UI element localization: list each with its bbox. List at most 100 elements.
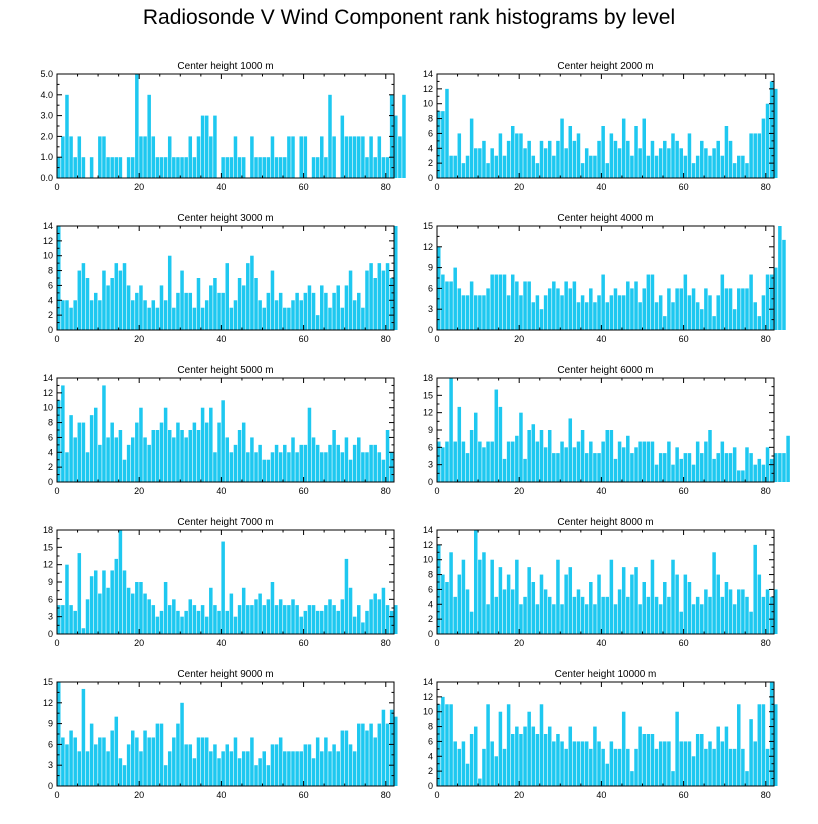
histogram-bar <box>576 441 581 482</box>
histogram-bar <box>135 74 139 178</box>
histogram-bar <box>724 453 729 482</box>
histogram-bar <box>299 136 303 178</box>
panel-title: Center height 2000 m <box>557 61 653 72</box>
histogram-bar <box>720 596 725 634</box>
y-tick-label: 0 <box>428 781 433 791</box>
histogram-bar <box>102 737 106 786</box>
y-tick-label: 6 <box>48 280 53 290</box>
x-tick-label: 0 <box>434 790 439 800</box>
histogram-bar <box>357 136 361 178</box>
x-tick-label: 20 <box>514 182 524 192</box>
histogram-bar <box>630 453 634 482</box>
histogram-bar <box>130 157 135 178</box>
histogram-bar <box>61 385 65 482</box>
histogram-bar <box>246 263 250 330</box>
histogram-bar <box>515 726 519 786</box>
histogram-bar <box>589 288 593 330</box>
histogram-bar <box>328 94 332 178</box>
histogram-bar <box>65 564 69 634</box>
histogram-bar <box>221 157 225 178</box>
histogram-bar <box>547 288 552 330</box>
histogram-bar <box>398 136 402 178</box>
histogram-bar <box>638 148 642 178</box>
histogram-bar <box>118 270 123 330</box>
histogram-bar <box>617 148 622 178</box>
histogram-bar <box>381 270 386 330</box>
histogram-bar <box>73 300 77 330</box>
y-tick-label: 15 <box>43 677 53 687</box>
histogram-bar <box>188 599 193 634</box>
panel-title: Center height 8000 m <box>557 517 653 528</box>
histogram-bar <box>621 711 626 786</box>
histogram-bar <box>85 452 90 482</box>
histogram-bar <box>704 441 708 482</box>
histogram-bar <box>130 437 135 482</box>
histogram-bar <box>266 292 271 330</box>
y-tick-label: 9 <box>48 719 53 729</box>
histogram-bar <box>151 136 156 178</box>
histogram-bar <box>593 302 597 330</box>
x-tick-label: 80 <box>761 486 771 496</box>
histogram-bar <box>324 737 328 786</box>
histogram-bar <box>782 239 786 330</box>
y-tick-label: 6 <box>428 736 433 746</box>
histogram-bar <box>486 163 490 178</box>
panel-title: Center height 7000 m <box>177 517 273 528</box>
y-tick-label: 3 <box>48 612 53 622</box>
histogram-bar <box>204 737 209 786</box>
histogram-bar <box>102 385 106 482</box>
histogram-bar <box>258 444 262 482</box>
histogram-bar <box>560 441 564 482</box>
x-tick-label: 40 <box>596 334 606 344</box>
histogram-panel: Center height 2000 m 0 20 40 60 80 0 2 4 6 8 10 12 14 <box>423 61 778 192</box>
y-tick-label: 9 <box>428 425 433 435</box>
histogram-bar <box>365 452 369 482</box>
histogram-bar <box>85 599 90 634</box>
histogram-bar <box>646 155 651 178</box>
histogram-bar <box>741 589 745 634</box>
histogram-bar <box>69 605 73 634</box>
y-tick-label: 14 <box>43 221 53 231</box>
histogram-bar <box>498 274 503 330</box>
histogram-bar <box>188 430 193 482</box>
histogram-bar <box>523 458 527 482</box>
histogram-bar <box>287 307 291 330</box>
histogram-bar <box>159 157 164 178</box>
histogram-bar <box>233 737 238 786</box>
histogram-bar <box>461 441 466 482</box>
x-tick-label: 0 <box>54 638 59 648</box>
histogram-bar <box>320 136 324 178</box>
histogram-bar <box>250 605 254 634</box>
histogram-bar <box>110 730 114 786</box>
y-tick-label: 3 <box>428 460 433 470</box>
histogram-bar <box>482 552 486 634</box>
histogram-bar <box>151 300 156 330</box>
y-tick-label: 18 <box>423 373 433 383</box>
histogram-bar <box>77 751 82 786</box>
x-tick-label: 20 <box>514 638 524 648</box>
histogram-bar <box>601 748 605 786</box>
histogram-bar <box>543 295 548 330</box>
histogram-bar <box>139 407 143 482</box>
histogram-bar <box>65 744 69 786</box>
histogram-bar <box>357 292 361 330</box>
histogram-bar <box>344 730 349 786</box>
histogram-bar <box>453 741 457 786</box>
histogram-bar <box>110 422 114 482</box>
histogram-bar <box>572 140 577 178</box>
histogram-bar <box>589 748 593 786</box>
histogram-bar <box>299 300 303 330</box>
histogram-bar <box>482 748 486 786</box>
y-tick-label: 14 <box>43 373 53 383</box>
histogram-bar <box>457 133 462 178</box>
histogram-bar <box>365 610 369 634</box>
x-tick-label: 20 <box>514 334 524 344</box>
histogram-bar <box>539 430 544 482</box>
x-tick-label: 60 <box>299 790 309 800</box>
histogram-bar <box>453 155 457 178</box>
histogram-bar <box>126 587 131 634</box>
histogram-bar <box>348 744 353 786</box>
y-tick-label: 8 <box>48 266 53 276</box>
histogram-bar <box>200 605 205 634</box>
histogram-bar <box>654 464 659 482</box>
